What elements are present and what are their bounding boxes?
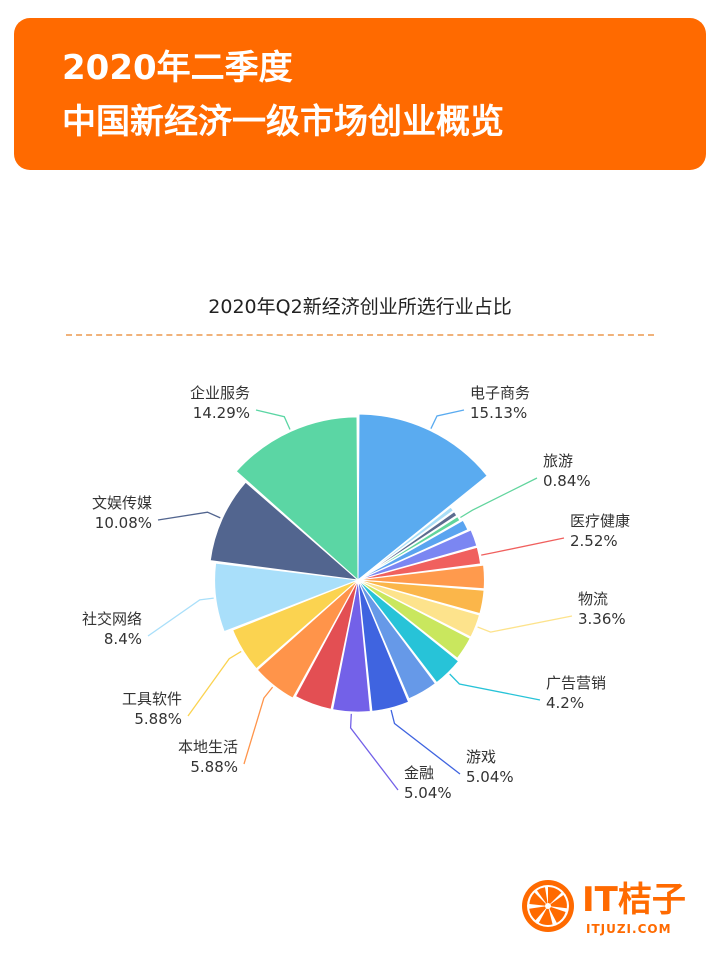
pie-slice-社交网络 xyxy=(214,562,359,633)
slice-label-value: 15.13% xyxy=(470,404,527,422)
pie-slice-2 xyxy=(357,511,458,581)
slice-label-value: 10.08% xyxy=(95,514,152,532)
orange-logo-icon xyxy=(522,880,574,932)
logo-wordmark: IT桔子 xyxy=(582,880,686,920)
itjuzi-logo: IT桔子 ITJUZI.COM xyxy=(520,876,710,946)
label-leader-line xyxy=(460,477,538,519)
pie-slice-物流 xyxy=(357,579,481,638)
logo-url: ITJUZI.COM xyxy=(586,922,672,936)
pie-slice-旅游 xyxy=(357,515,461,581)
slice-label-name: 游戏 xyxy=(466,748,496,766)
label-leader-line xyxy=(390,709,461,775)
slice-label-value: 5.04% xyxy=(404,784,452,802)
slice-label-name: 社交网络 xyxy=(82,610,142,628)
slice-label-value: 0.84% xyxy=(543,472,591,490)
pie-slice-文娱传媒 xyxy=(209,481,360,581)
pie-slice-广告营销 xyxy=(357,579,460,684)
pie-slice-4 xyxy=(357,519,469,581)
slice-label-value: 5.04% xyxy=(466,768,514,786)
page-title-line2: 中国新经济一级市场创业概览 xyxy=(62,102,504,142)
slice-label-name: 本地生活 xyxy=(178,738,238,756)
pie-slice-工具软件 xyxy=(232,579,359,670)
header-banner: 2020年二季度 中国新经济一级市场创业概览 xyxy=(14,18,706,170)
label-leader-line xyxy=(430,409,465,429)
label-leader-line xyxy=(255,409,291,430)
page-title-line1: 2020年二季度 xyxy=(62,48,293,88)
title-divider xyxy=(66,334,654,336)
pie-slice-金融 xyxy=(332,579,371,713)
pie-slice-企业服务 xyxy=(235,416,359,582)
pie-slice-8 xyxy=(357,579,485,615)
pie-slice-电子商务 xyxy=(357,413,488,582)
slice-label-name: 企业服务 xyxy=(190,384,250,402)
slice-label-value: 4.2% xyxy=(546,694,584,712)
slice-label-name: 旅游 xyxy=(543,452,573,470)
pie-slice-10 xyxy=(357,579,471,659)
pie-slice-本地生活 xyxy=(256,579,359,699)
slice-label-name: 广告营销 xyxy=(546,674,606,692)
pie-slice-15 xyxy=(294,579,359,710)
pie-slice-游戏 xyxy=(357,579,410,712)
slice-label-value: 5.88% xyxy=(190,758,238,776)
label-leader-line xyxy=(449,673,541,701)
pie-slice-1 xyxy=(357,506,455,581)
slice-label-value: 5.88% xyxy=(134,710,182,728)
slice-label-name: 医疗健康 xyxy=(570,512,630,530)
slice-label-name: 工具软件 xyxy=(122,690,182,708)
slice-label-name: 文娱传媒 xyxy=(92,494,152,512)
label-leader-line xyxy=(157,511,221,521)
label-leader-line xyxy=(477,615,573,633)
pie-slice-医疗健康 xyxy=(357,546,482,581)
label-leader-line xyxy=(243,686,274,765)
slice-label-name: 金融 xyxy=(404,764,434,782)
chart-title: 2020年Q2新经济创业所选行业占比 xyxy=(208,296,512,318)
slice-label-value: 8.4% xyxy=(104,630,142,648)
label-leader-line xyxy=(147,597,214,637)
label-leader-line xyxy=(187,650,242,717)
slice-label-value: 3.36% xyxy=(578,610,626,628)
pie-slice-12 xyxy=(357,579,437,700)
label-leader-line xyxy=(349,713,399,791)
label-leader-line xyxy=(481,537,565,556)
slice-label-name: 物流 xyxy=(578,590,608,608)
pie-slice-7 xyxy=(357,564,485,590)
slice-label-name: 电子商务 xyxy=(470,384,530,402)
pie-slice-5 xyxy=(357,529,478,581)
slice-label-value: 14.29% xyxy=(193,404,250,422)
slice-label-value: 2.52% xyxy=(570,532,618,550)
